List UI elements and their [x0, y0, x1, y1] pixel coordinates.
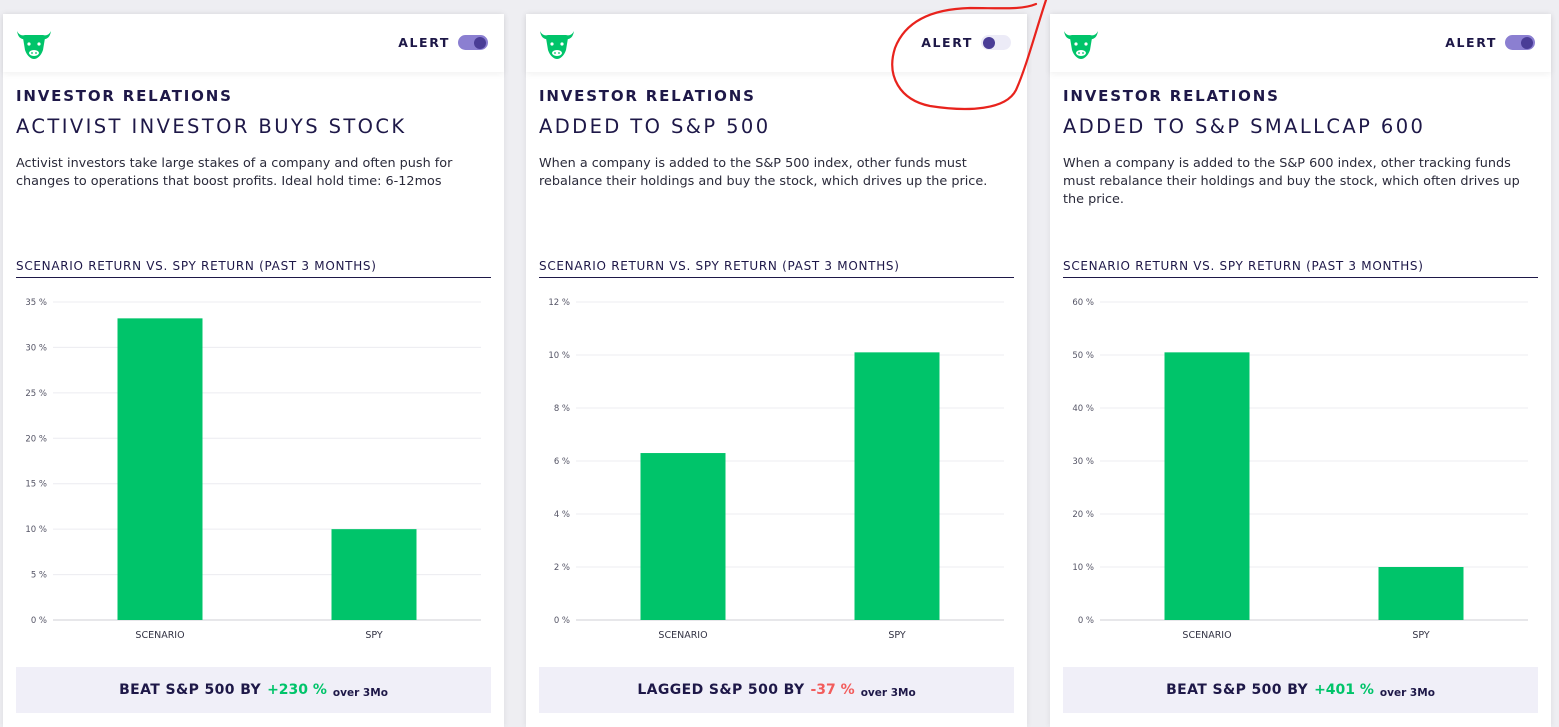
result-period: over 3Mo [860, 687, 916, 699]
card-description: When a company is added to the S&P 500 i… [539, 156, 988, 189]
x-tick-label: SCENARIO [135, 630, 184, 641]
bull-icon [1062, 28, 1100, 60]
y-tick-label: 10 % [25, 525, 47, 535]
card-description: Activist investors take large stakes of … [16, 156, 453, 189]
card-header: ALERT [1050, 14, 1551, 72]
y-tick-label: 30 % [25, 343, 47, 353]
alert-label: ALERT [1445, 35, 1497, 50]
bar-chart-svg: 0 % 5 % 10 % 15 % 20 % 25 % 30 % 35 % SCENARIO SP… [25, 298, 481, 641]
y-tick-label: 15 % [25, 480, 47, 490]
y-tick-label: 30 % [1072, 457, 1094, 467]
bar-spy [1378, 567, 1464, 620]
result-percentage: +401 % [1314, 682, 1374, 698]
alert-control: ALERT [1445, 35, 1535, 50]
alert-toggle[interactable] [1505, 35, 1535, 50]
bar-scenario [1164, 352, 1250, 620]
x-tick-label: SPY [888, 630, 906, 641]
card-header: ALERT [3, 14, 504, 72]
toggle-knob [983, 36, 995, 49]
alert-control: ALERT [921, 35, 1011, 50]
scenario-card: ALERT INVESTOR RELATIONS ACTIVIST INVESTOR… [3, 14, 504, 727]
chart-title: SCENARIO RETURN VS. SPY RETURN (PAST 3 M… [1063, 259, 1538, 278]
alert-label: ALERT [398, 35, 450, 50]
result-label: BEAT S&P 500 BY [1166, 682, 1309, 698]
bar-scenario [117, 318, 203, 620]
bull-icon [15, 28, 53, 60]
x-tick-label: SPY [1412, 630, 1430, 641]
bar-chart-svg: 0 % 2 % 4 % 6 % 8 % 10 % 12 % SCENARIO SPY [548, 298, 1004, 641]
y-tick-label: 40 % [1072, 404, 1094, 414]
y-tick-label: 20 % [1072, 510, 1094, 520]
y-tick-label: 10 % [1072, 563, 1094, 573]
bar-chart-svg: 0 % 10 % 20 % 30 % 40 % 50 % 60 % SCENARIO SPY [1072, 298, 1528, 641]
y-tick-label: 0 % [554, 616, 570, 626]
bull-icon [538, 28, 576, 60]
bar-chart: 0 % 5 % 10 % 15 % 20 % 25 % 30 % 35 % SCENARIO SP… [3, 294, 504, 658]
alert-label: ALERT [921, 35, 973, 50]
result-period: over 3Mo [332, 687, 388, 699]
card-category: INVESTOR RELATIONS [16, 87, 233, 105]
bar-spy [854, 352, 940, 620]
card-title: ADDED TO S&P SMALLCAP 600 [1063, 115, 1426, 138]
y-tick-label: 20 % [25, 434, 47, 444]
y-tick-label: 8 % [554, 404, 570, 414]
result-footer: BEAT S&P 500 BY +230 % over 3Mo [16, 667, 491, 713]
y-tick-label: 12 % [548, 298, 570, 308]
scenario-card: ALERT INVESTOR RELATIONS ADDED TO S&P 500 W… [526, 14, 1027, 727]
y-tick-label: 50 % [1072, 351, 1094, 361]
y-tick-label: 5 % [31, 571, 47, 581]
y-tick-label: 0 % [31, 616, 47, 626]
card-title: ADDED TO S&P 500 [539, 115, 771, 138]
card-category: INVESTOR RELATIONS [1063, 87, 1280, 105]
bar-chart: 0 % 2 % 4 % 6 % 8 % 10 % 12 % SCENARIO SPY [526, 294, 1027, 658]
result-label: BEAT S&P 500 BY [119, 682, 262, 698]
y-tick-label: 10 % [548, 351, 570, 361]
y-tick-label: 60 % [1072, 298, 1094, 308]
chart-title: SCENARIO RETURN VS. SPY RETURN (PAST 3 M… [539, 259, 1014, 278]
y-tick-label: 35 % [25, 298, 47, 308]
card-category: INVESTOR RELATIONS [539, 87, 756, 105]
alert-toggle[interactable] [981, 35, 1011, 50]
card-title: ACTIVIST INVESTOR BUYS STOCK [16, 115, 407, 138]
alert-toggle[interactable] [458, 35, 488, 50]
result-period: over 3Mo [1379, 687, 1435, 699]
y-tick-label: 25 % [25, 389, 47, 399]
bar-scenario [640, 453, 726, 620]
x-tick-label: SPY [365, 630, 383, 641]
result-percentage: +230 % [267, 682, 327, 698]
toggle-knob [474, 36, 486, 49]
chart-title: SCENARIO RETURN VS. SPY RETURN (PAST 3 M… [16, 259, 491, 278]
y-tick-label: 2 % [554, 563, 570, 573]
bar-spy [331, 529, 417, 620]
y-tick-label: 6 % [554, 457, 570, 467]
bar-chart: 0 % 10 % 20 % 30 % 40 % 50 % 60 % SCENARIO SPY [1050, 294, 1551, 658]
result-footer: BEAT S&P 500 BY +401 % over 3Mo [1063, 667, 1538, 713]
y-tick-label: 0 % [1078, 616, 1094, 626]
toggle-knob [1521, 36, 1533, 49]
result-percentage: -37 % [810, 682, 855, 698]
y-tick-label: 4 % [554, 510, 570, 520]
card-description: When a company is added to the S&P 600 i… [1063, 156, 1520, 207]
x-tick-label: SCENARIO [1182, 630, 1231, 641]
scenario-card: ALERT INVESTOR RELATIONS ADDED TO S&P SMAL… [1050, 14, 1551, 727]
x-tick-label: SCENARIO [658, 630, 707, 641]
card-header: ALERT [526, 14, 1027, 72]
alert-control: ALERT [398, 35, 488, 50]
result-label: LAGGED S&P 500 BY [637, 682, 805, 698]
result-footer: LAGGED S&P 500 BY -37 % over 3Mo [539, 667, 1014, 713]
